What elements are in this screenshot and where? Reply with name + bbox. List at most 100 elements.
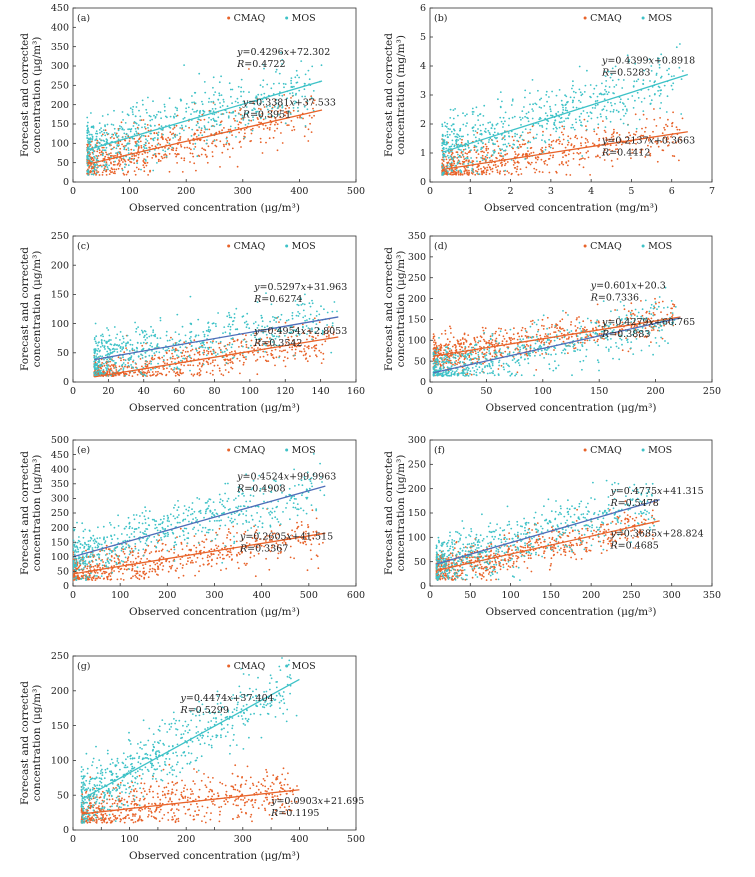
- scatter-point: [525, 166, 528, 169]
- scatter-point: [127, 149, 130, 152]
- scatter-point: [157, 137, 159, 140]
- scatter-point: [672, 82, 675, 85]
- scatter-point: [163, 103, 166, 106]
- scatter-point: [148, 335, 151, 338]
- scatter-point: [250, 119, 253, 122]
- y-axis-title-line1: Forecast and corrected: [19, 33, 31, 157]
- scatter-point: [250, 344, 252, 347]
- scatter-point: [632, 85, 635, 88]
- scatter-point: [475, 106, 478, 109]
- scatter-point: [294, 94, 297, 96]
- scatter-point: [627, 124, 629, 126]
- scatter-point: [641, 308, 644, 311]
- scatter-point: [472, 160, 475, 163]
- scatter-point: [656, 142, 658, 145]
- scatter-point: [261, 152, 264, 154]
- scatter-point: [628, 59, 631, 61]
- scatter-point: [259, 108, 262, 111]
- scatter-point: [613, 329, 615, 331]
- scatter-point: [533, 137, 535, 140]
- scatter-point: [146, 375, 148, 377]
- scatter-point: [148, 362, 151, 365]
- scatter-point: [131, 155, 134, 158]
- scatter-point: [276, 107, 279, 110]
- scatter-point: [314, 347, 317, 350]
- y-tick-label: 250: [51, 81, 69, 92]
- scatter-point: [166, 349, 169, 352]
- scatter-point: [88, 151, 91, 154]
- scatter-point: [309, 332, 312, 334]
- scatter-point: [489, 166, 491, 169]
- scatter-point: [229, 125, 232, 128]
- scatter-point: [655, 302, 657, 305]
- scatter-point: [112, 347, 115, 350]
- scatter-point: [218, 124, 221, 126]
- legend-mos-label: MOS: [292, 241, 316, 252]
- scatter-point: [192, 155, 195, 158]
- scatter-point: [459, 162, 462, 165]
- scatter-point: [502, 352, 504, 354]
- scatter-point: [109, 369, 112, 372]
- scatter-point: [281, 94, 284, 97]
- scatter-point: [644, 126, 647, 129]
- scatter-point: [173, 126, 176, 129]
- scatter-point: [94, 166, 96, 169]
- scatter-point: [507, 124, 510, 127]
- scatter-point: [109, 137, 112, 139]
- scatter-point: [626, 54, 629, 57]
- scatter-point: [488, 131, 491, 134]
- scatter-point: [633, 133, 635, 136]
- scatter-point: [198, 155, 201, 158]
- scatter-point: [667, 144, 670, 147]
- scatter-point: [442, 141, 445, 144]
- scatter-point: [601, 82, 603, 85]
- scatter-point: [87, 121, 89, 124]
- scatter-point: [659, 93, 662, 95]
- scatter-point: [563, 348, 566, 350]
- scatter-point: [258, 121, 260, 124]
- scatter-point: [526, 147, 529, 149]
- scatter-point: [539, 98, 541, 101]
- scatter-point: [306, 360, 309, 363]
- x-tick-label: 5: [628, 186, 634, 197]
- scatter-point: [313, 114, 315, 117]
- scatter-point: [219, 349, 222, 352]
- scatter-point: [214, 120, 216, 123]
- scatter-point: [90, 167, 93, 170]
- scatter-point: [458, 357, 461, 360]
- scatter-point: [458, 160, 461, 163]
- y-tick-label: 300: [51, 61, 69, 72]
- scatter-point: [645, 320, 647, 323]
- scatter-point: [473, 144, 476, 147]
- scatter-point: [273, 316, 276, 319]
- scatter-point: [443, 349, 446, 351]
- scatter-point: [460, 141, 463, 144]
- scatter-point: [100, 127, 102, 129]
- scatter-point: [198, 126, 201, 129]
- scatter-point: [253, 103, 256, 106]
- scatter-point: [126, 334, 129, 337]
- scatter-point: [152, 367, 154, 370]
- scatter-point: [545, 335, 548, 337]
- scatter-point: [184, 351, 187, 353]
- legend-cmaq-marker: [227, 16, 231, 20]
- scatter-point: [185, 110, 188, 113]
- scatter-point: [612, 132, 615, 135]
- x-tick-label: 4: [588, 186, 594, 197]
- scatter-point: [176, 313, 179, 316]
- scatter-point: [96, 350, 99, 352]
- scatter-point: [225, 142, 228, 144]
- scatter-point: [482, 171, 485, 174]
- scatter-point: [145, 372, 148, 375]
- scatter-point: [494, 332, 497, 335]
- scatter-point: [286, 357, 289, 360]
- scatter-point: [663, 126, 665, 129]
- scatter-point: [170, 336, 172, 339]
- scatter-point: [158, 367, 161, 369]
- scatter-point: [582, 110, 585, 112]
- scatter-point: [516, 154, 519, 157]
- scatter-point: [113, 170, 116, 173]
- scatter-point: [517, 161, 520, 164]
- x-tick-label: 7: [709, 186, 715, 197]
- scatter-point: [266, 336, 269, 339]
